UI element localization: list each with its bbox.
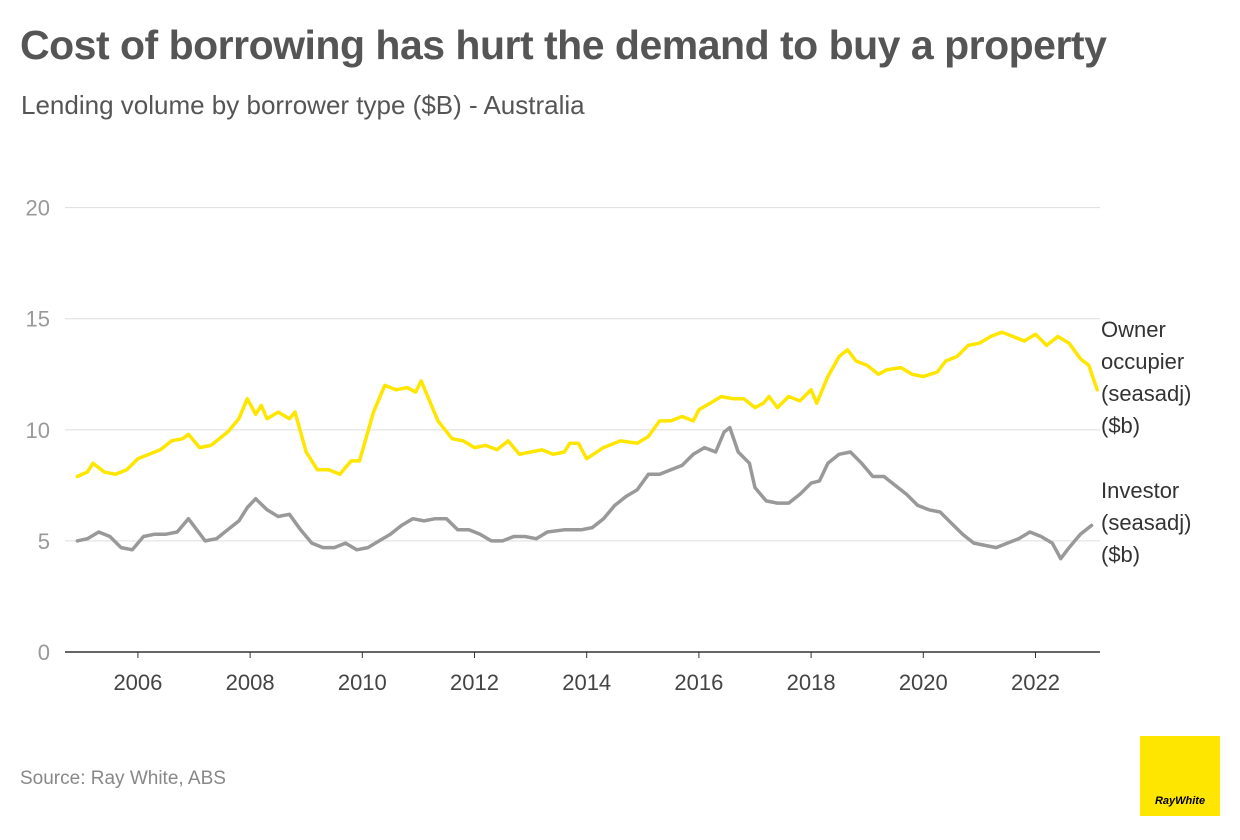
x-axis-ticks: 2006 2008 2010 2012 2014 2016 2018 2020 2022	[113, 652, 1060, 695]
series-lines	[75, 330, 1099, 561]
owner-occupier-label: ($b)	[1101, 413, 1140, 438]
owner-occupier-line	[75, 330, 1099, 479]
owner-occupier-label: (seasadj)	[1101, 381, 1191, 406]
investor-line	[75, 425, 1094, 561]
y-tick-label: 15	[26, 307, 50, 332]
investor-label: ($b)	[1101, 542, 1140, 567]
chart-subtitle: Lending volume by borrower type ($B) - A…	[21, 90, 585, 120]
x-tick-label: 2008	[226, 670, 275, 695]
y-tick-label: 20	[26, 196, 50, 221]
logo-text: RayWhite	[1154, 795, 1206, 807]
investor-label: Investor	[1101, 478, 1179, 503]
x-tick-label: 2006	[113, 670, 162, 695]
y-tick-label: 10	[26, 418, 50, 443]
series-labels: Owner occupier (seasadj) ($b) Investor (seasa…	[1101, 317, 1191, 567]
investor-label: (seasadj)	[1101, 510, 1191, 535]
source-note: Source: Ray White, ABS	[20, 768, 226, 789]
y-axis-ticks: 0 5 10 15 20	[26, 196, 50, 665]
x-tick-label: 2018	[787, 670, 836, 695]
x-tick-label: 2012	[450, 670, 499, 695]
owner-occupier-label: Owner	[1101, 317, 1166, 342]
chart-title: Cost of borrowing has hurt the demand to…	[20, 22, 1107, 68]
x-tick-label: 2014	[562, 670, 611, 695]
gridlines	[65, 207, 1100, 542]
y-tick-label: 0	[38, 640, 50, 665]
x-tick-label: 2010	[338, 670, 387, 695]
ray-white-logo: RayWhite	[1140, 736, 1220, 816]
owner-occupier-label: occupier	[1101, 349, 1184, 374]
y-tick-label: 5	[38, 529, 50, 554]
line-chart: 0 5 10 15 20 2006 2008 2010 2012 2014 2016 2018 202…	[26, 196, 1192, 695]
x-tick-label: 2016	[674, 670, 723, 695]
x-tick-label: 2020	[899, 670, 948, 695]
x-tick-label: 2022	[1011, 670, 1060, 695]
